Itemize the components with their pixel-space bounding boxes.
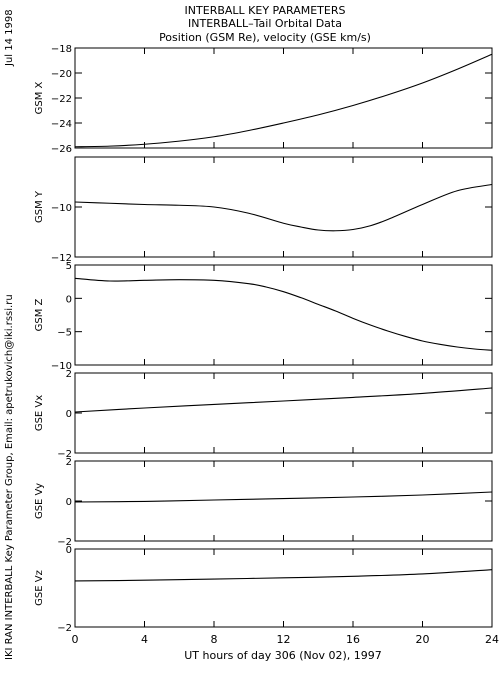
- panel-2: −10 −5 0 5 GSM Z: [34, 261, 493, 372]
- y-tick-label: −26: [51, 144, 72, 155]
- y-tick-label: −18: [51, 44, 72, 55]
- series-line-gsm-y: [74, 183, 493, 232]
- panel-3: −2 0 2 GSE Vx: [34, 369, 493, 460]
- y-tick-label: 0: [66, 294, 72, 305]
- y-axis-label: GSE Vy: [34, 483, 45, 519]
- panel-frame: [74, 156, 493, 258]
- x-tick-label: 24: [485, 633, 499, 646]
- series-line-gse-vz: [74, 569, 493, 582]
- x-tick-label: 20: [416, 633, 430, 646]
- panel-4: −2 0 2 GSE Vy: [34, 457, 493, 548]
- x-tick-label: 16: [346, 633, 360, 646]
- y-tick-label: −2: [57, 537, 72, 548]
- y-tick-label: 0: [66, 409, 72, 420]
- y-tick-label: 0: [66, 497, 72, 508]
- y-tick-label: −2: [57, 449, 72, 460]
- y-tick-label: −10: [51, 203, 72, 214]
- side-credit-label: IKI RAN INTERBALL Key Parameter Group, E…: [4, 294, 15, 660]
- y-axis-label: GSM Z: [34, 298, 45, 331]
- chart-subtitle-2: Position (GSM Re), velocity (GSE km/s): [159, 31, 371, 44]
- y-tick-label: −2: [57, 623, 72, 634]
- x-tick-label: 0: [72, 633, 79, 646]
- x-tick-label: 8: [211, 633, 218, 646]
- panel-frame: [74, 548, 493, 628]
- panel-frame: [74, 47, 493, 149]
- y-tick-label: −24: [51, 119, 72, 130]
- x-axis: 0 4 8 12 16 20 24: [72, 633, 500, 646]
- y-tick-label: 2: [66, 369, 72, 380]
- panel-5: −2 0 GSE Vz: [34, 545, 493, 634]
- y-axis-label: GSM Y: [34, 190, 45, 223]
- y-tick-label: 2: [66, 457, 72, 468]
- y-tick-label: −5: [57, 328, 72, 339]
- panel-0: −26 −24 −22 −20 −18 GSM X: [34, 44, 493, 155]
- panel-frame: [74, 372, 493, 454]
- series-line-gse-vy: [74, 491, 493, 503]
- series-line-gsm-x: [74, 53, 493, 148]
- y-tick-label: −12: [51, 253, 72, 264]
- x-tick-label: 4: [141, 633, 148, 646]
- panel-1: −12 −10 GSM Y: [34, 156, 493, 264]
- x-tick-label: 12: [277, 633, 291, 646]
- chart-subtitle: INTERBALL–Tail Orbital Data: [188, 17, 342, 30]
- chart-title: INTERBALL KEY PARAMETERS: [185, 4, 346, 17]
- y-axis-label: GSE Vx: [34, 395, 45, 431]
- y-tick-label: −20: [51, 69, 72, 80]
- series-line-gsm-z: [74, 277, 493, 351]
- series-line-gse-vx: [74, 387, 493, 413]
- x-axis-label: UT hours of day 306 (Nov 02), 1997: [184, 649, 382, 662]
- y-tick-label: 5: [66, 261, 72, 272]
- y-tick-label: −10: [51, 361, 72, 372]
- y-axis-label: GSE Vz: [34, 570, 45, 606]
- y-axis-label: GSM X: [34, 81, 45, 114]
- y-tick-label: 0: [66, 545, 72, 556]
- y-tick-label: −22: [51, 94, 72, 105]
- side-date-label: Jul 14 1998: [4, 9, 15, 67]
